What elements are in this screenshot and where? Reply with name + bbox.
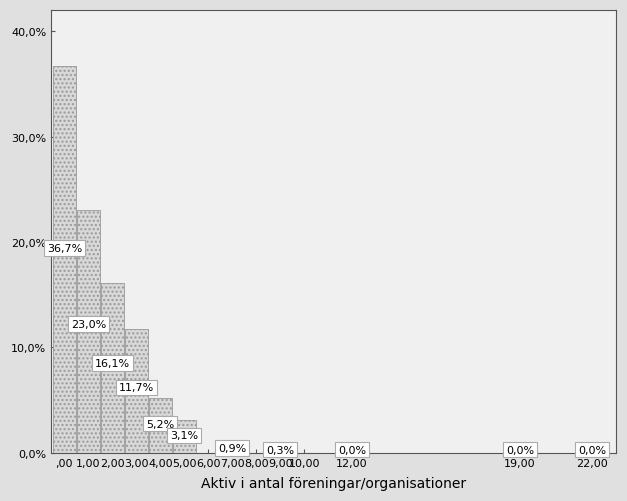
Text: 23,0%: 23,0% [71,320,106,330]
Text: 11,7%: 11,7% [119,383,154,393]
Text: 0,3%: 0,3% [266,445,294,454]
Bar [53,67,76,453]
Text: 3,1%: 3,1% [171,430,198,440]
Text: 0,9%: 0,9% [218,443,246,453]
Bar [581,452,603,453]
Bar [269,449,292,453]
Bar [508,452,531,453]
Bar [173,420,196,453]
Text: 5,2%: 5,2% [146,419,174,429]
Text: 16,1%: 16,1% [95,358,130,368]
Text: 0,0%: 0,0% [506,445,534,454]
Bar [221,443,244,453]
Text: 36,7%: 36,7% [47,243,82,253]
X-axis label: Aktiv i antal föreningar/organisationer: Aktiv i antal föreningar/organisationer [201,476,466,490]
Text: 0,0%: 0,0% [578,445,606,454]
Text: 0,0%: 0,0% [338,445,366,454]
Bar [101,284,124,453]
Bar [340,452,364,453]
Bar [77,211,100,453]
Bar [125,330,148,453]
Bar [149,398,172,453]
